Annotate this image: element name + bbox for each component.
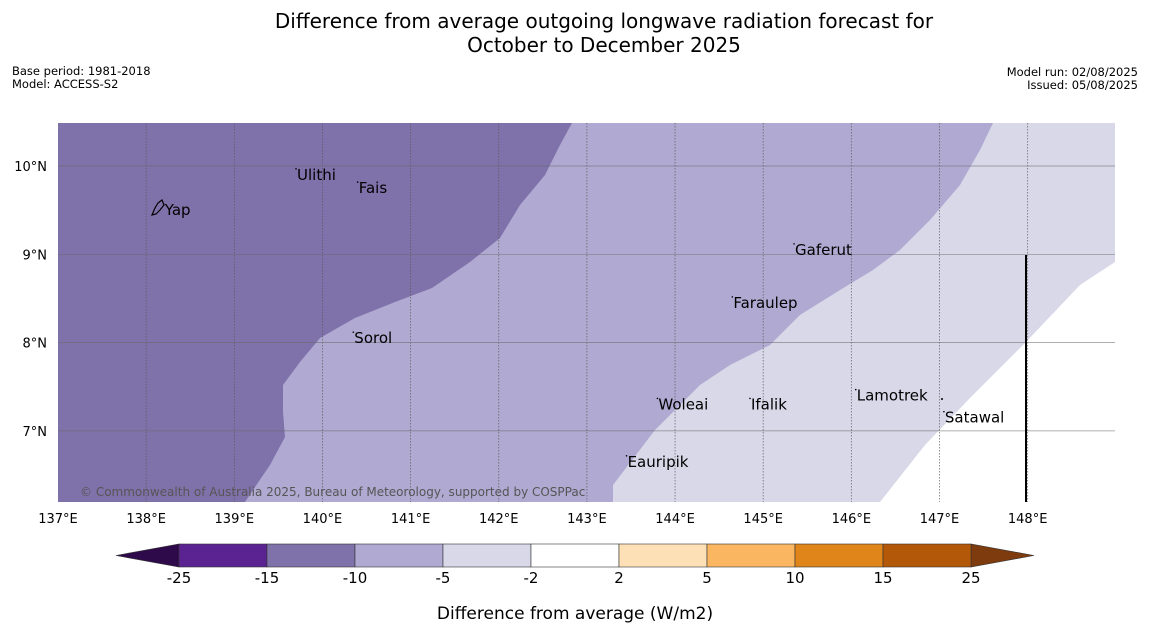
place-marker <box>749 397 751 400</box>
lat-tick-label: 7°N <box>23 425 48 440</box>
place-label: Fais <box>359 179 388 197</box>
colorbar-segment <box>442 543 532 568</box>
colorbar-tick-label: -2 <box>524 569 539 587</box>
model-run: Model run: 02/08/2025 <box>1006 65 1138 79</box>
place-label: Gaferut <box>795 241 852 259</box>
colorbar-tick-label: 2 <box>614 569 624 587</box>
lon-tick-label: 143°E <box>567 512 607 527</box>
place-marker <box>854 388 857 391</box>
place-labels: Yap Ulithi Fais Gaferut Faraulep Sorol Woleai I… <box>162 166 1004 471</box>
yap-island-shape <box>150 199 165 216</box>
colorbar-tick-label: -5 <box>436 569 451 587</box>
colorbar-segment <box>354 543 444 568</box>
lon-tick-label: 140°E <box>303 512 343 527</box>
place-label: Lamotrek <box>857 387 928 405</box>
colorbar-segment <box>794 543 884 568</box>
title-line-1: Difference from average outgoing longwav… <box>274 9 934 33</box>
lon-tick-label: 139°E <box>215 512 255 527</box>
colorbar-extend-min <box>115 543 180 568</box>
place-marker <box>943 410 945 413</box>
place-marker <box>793 243 795 245</box>
colorbar-tick-label: 15 <box>873 569 892 587</box>
place-label: Faraulep <box>733 294 797 312</box>
lon-tick-label: 146°E <box>832 512 872 527</box>
place-marker <box>731 296 734 298</box>
place-marker <box>656 397 659 400</box>
lat-tick-label: 8°N <box>23 337 48 352</box>
colorbar-segment <box>530 543 620 568</box>
place-label: Ulithi <box>297 166 336 184</box>
issued-date: Issued: 05/08/2025 <box>1027 78 1138 92</box>
longitude-ticks: 137°E 138°E 139°E 140°E 141°E 142°E 143°E 144°E… <box>38 512 1047 527</box>
place-label: Eauripik <box>628 453 689 471</box>
latitude-ticks: 10°N 9°N 8°N 7°N <box>14 160 47 440</box>
place-label: Woleai <box>658 395 708 413</box>
place-label: Satawal <box>945 409 1004 427</box>
colorbar-segment <box>882 543 972 568</box>
copyright-text: © Commonwealth of Australia 2025, Bureau… <box>80 485 585 499</box>
lon-tick-label: 141°E <box>391 512 431 527</box>
colorbar-tick-label: 10 <box>785 569 804 587</box>
gridlines <box>58 123 1115 502</box>
lon-tick-label: 145°E <box>743 512 783 527</box>
island-dot <box>941 398 943 400</box>
place-label: Sorol <box>354 329 392 347</box>
model-name: Model: ACCESS-S2 <box>12 77 119 91</box>
meta-left: Base period: 1981-2018 Model: ACCESS-S2 <box>12 65 151 91</box>
place-marker <box>356 181 359 183</box>
colorbar-segment <box>618 543 708 568</box>
colorbar-tick-label: 5 <box>702 569 712 587</box>
map-title: Difference from average outgoing longwav… <box>0 9 1150 57</box>
place-label: Yap <box>164 201 191 219</box>
colorbar-tick-label: -25 <box>167 569 192 587</box>
place-marker <box>625 455 628 457</box>
colorbar-tick-label: -15 <box>255 569 280 587</box>
lon-tick-label: 147°E <box>920 512 960 527</box>
lon-tick-label: 144°E <box>655 512 695 527</box>
colorbar: -25 -15 -10 -5 -2 2 5 10 15 25 <box>115 543 1035 587</box>
place-label: Ifalik <box>751 395 787 413</box>
meta-right: Model run: 02/08/2025 Issued: 05/08/2025 <box>1007 66 1138 92</box>
colorbar-label: Difference from average (W/m2) <box>436 604 714 624</box>
colorbar-tick-label: -10 <box>343 569 368 587</box>
colorbar-extend-max <box>970 543 1035 568</box>
colorbar-segment <box>706 543 796 568</box>
lon-tick-label: 148°E <box>1008 512 1048 527</box>
lon-tick-label: 137°E <box>38 512 78 527</box>
lon-tick-label: 142°E <box>479 512 519 527</box>
colorbar-tick-label: 25 <box>961 569 980 587</box>
lat-tick-label: 9°N <box>23 248 48 263</box>
lon-tick-label: 138°E <box>126 512 166 527</box>
title-line-2: October to December 2025 <box>467 33 741 57</box>
lat-tick-label: 10°N <box>14 160 47 175</box>
zone-minus15-to-minus10 <box>58 123 572 502</box>
colorbar-segment <box>266 543 356 568</box>
base-period: Base period: 1981-2018 <box>12 64 151 78</box>
place-marker <box>295 168 297 170</box>
colorbar-segment <box>178 543 268 568</box>
place-marker <box>352 331 355 333</box>
